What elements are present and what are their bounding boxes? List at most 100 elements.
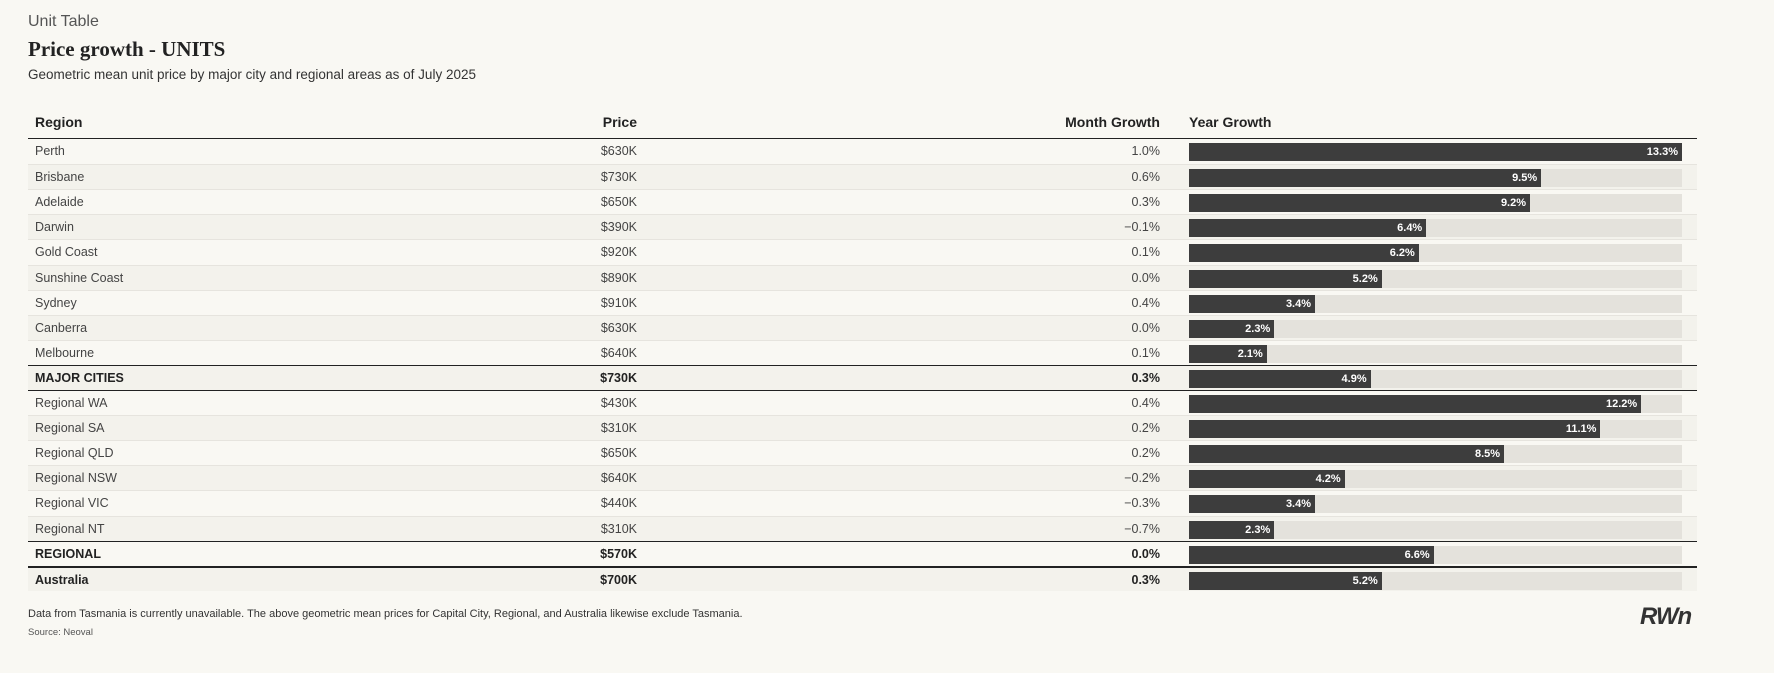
price: $920K xyxy=(600,245,637,260)
year-growth-label: 6.4% xyxy=(1397,222,1423,235)
bar-track xyxy=(1189,344,1682,363)
price: $700K xyxy=(600,572,637,587)
price: $640K xyxy=(600,471,637,486)
table-row: Sunshine Coast $890K 0.0% 5.2% xyxy=(28,264,1697,290)
logo: RWn xyxy=(1640,603,1692,630)
month-growth: 0.0% xyxy=(1131,270,1161,285)
region: Regional QLD xyxy=(35,446,114,461)
year-growth-bar xyxy=(1189,169,1542,188)
table-row: Brisbane $730K 0.6% 9.5% xyxy=(28,164,1697,190)
bar-track xyxy=(1189,520,1682,539)
price: $310K xyxy=(600,421,637,436)
year-growth-bar xyxy=(1189,143,1682,161)
table-row: Regional VIC $440K −0.3% 3.4% xyxy=(28,490,1697,516)
column-header: Month Growth xyxy=(1065,114,1160,130)
year-growth-label: 6.6% xyxy=(1404,548,1430,561)
column-header: Region xyxy=(35,114,83,130)
region: Darwin xyxy=(35,220,74,235)
year-growth-bar xyxy=(1189,495,1316,514)
price: $730K xyxy=(600,170,637,185)
year-growth-bar xyxy=(1189,520,1275,539)
price: $310K xyxy=(600,521,637,536)
title: Price growth - UNITS xyxy=(28,37,226,61)
year-growth-label: 9.5% xyxy=(1512,172,1538,185)
table-row: MAJOR CITIES $730K 0.3% 4.9% xyxy=(28,364,1697,390)
year-growth-label: 8.5% xyxy=(1474,448,1501,461)
year-growth-label: 4.2% xyxy=(1315,473,1341,486)
month-growth: 0.3% xyxy=(1131,195,1161,210)
price: $910K xyxy=(600,295,637,310)
table-row: Darwin $390K −0.1% 6.4% xyxy=(28,214,1697,240)
region: Sydney xyxy=(35,295,77,310)
year-growth-label: 6.2% xyxy=(1389,247,1415,260)
region: Regional SA xyxy=(35,421,105,436)
region: Regional NSW xyxy=(35,471,117,486)
table-row: REGIONAL $570K 0.0% 6.6% xyxy=(28,540,1697,566)
price: $440K xyxy=(600,496,637,511)
header-rule xyxy=(28,138,1697,139)
column-header: Year Growth xyxy=(1189,114,1272,130)
month-growth: 0.3% xyxy=(1131,370,1161,385)
year-growth-label: 2.1% xyxy=(1237,347,1263,360)
month-growth: 0.1% xyxy=(1131,245,1161,260)
month-growth: 0.0% xyxy=(1131,320,1161,335)
month-growth: −0.7% xyxy=(1124,521,1160,536)
year-growth-bar xyxy=(1189,219,1427,238)
region: Adelaide xyxy=(35,195,84,210)
table-row: Gold Coast $920K 0.1% 6.2% xyxy=(28,239,1697,265)
price: $430K xyxy=(600,396,637,410)
month-growth: 0.4% xyxy=(1131,295,1161,310)
month-growth: 0.2% xyxy=(1131,446,1161,461)
table-row: Regional SA $310K 0.2% 11.1% xyxy=(28,415,1697,441)
year-growth-bar xyxy=(1189,571,1382,590)
year-growth-bar xyxy=(1189,369,1371,388)
subtitle: Geometric mean unit price by major city … xyxy=(28,67,476,82)
month-growth: −0.3% xyxy=(1124,496,1160,511)
year-growth-label: 2.3% xyxy=(1245,322,1271,335)
region: Regional NT xyxy=(35,521,105,536)
year-growth-bar xyxy=(1189,470,1345,489)
year-growth-label: 12.2% xyxy=(1606,398,1638,410)
year-growth-bar xyxy=(1189,420,1601,439)
region: Regional VIC xyxy=(35,496,109,511)
region: Australia xyxy=(35,572,89,587)
month-growth: 0.4% xyxy=(1131,396,1161,410)
table-row: Sydney $910K 0.4% 3.4% xyxy=(28,289,1697,315)
year-growth-label: 3.4% xyxy=(1285,498,1312,511)
region: Gold Coast xyxy=(35,245,98,260)
region: MAJOR CITIES xyxy=(35,370,124,385)
year-growth-bar xyxy=(1189,545,1434,564)
month-growth: 0.1% xyxy=(1131,345,1161,360)
footnote: Data from Tasmania is currently unavaila… xyxy=(28,608,743,620)
year-growth-label: 9.2% xyxy=(1500,197,1527,210)
table-row: Melbourne $640K 0.1% 2.1% xyxy=(28,339,1697,365)
month-growth: 0.6% xyxy=(1131,170,1161,185)
month-growth: −0.1% xyxy=(1124,220,1160,235)
month-growth: −0.2% xyxy=(1124,471,1160,486)
year-growth-bar xyxy=(1189,194,1531,213)
region: Perth xyxy=(35,144,65,158)
table-row: Regional NT $310K −0.7% 2.3% xyxy=(28,515,1697,541)
year-growth-bar xyxy=(1189,269,1382,288)
price: $390K xyxy=(600,220,637,235)
year-growth-bar xyxy=(1189,244,1419,263)
table-row: Adelaide $650K 0.3% 9.2% xyxy=(28,189,1697,215)
year-growth-label: 5.2% xyxy=(1352,574,1378,587)
year-growth-bar xyxy=(1189,445,1505,464)
month-growth: 1.0% xyxy=(1131,144,1161,158)
price: $730K xyxy=(600,370,637,385)
year-growth-bar xyxy=(1189,319,1275,338)
year-growth-label: 5.2% xyxy=(1352,272,1378,285)
region: Melbourne xyxy=(35,345,95,360)
table-row: Perth $630K 1.0% 13.3% xyxy=(28,139,1697,164)
column-header: Price xyxy=(602,114,637,130)
price: $890K xyxy=(600,270,637,285)
price: $640K xyxy=(600,345,637,360)
price: $650K xyxy=(600,195,637,210)
year-growth-label: 11.1% xyxy=(1565,423,1597,436)
month-growth: 0.2% xyxy=(1131,421,1161,436)
bar-track xyxy=(1189,319,1682,338)
price: $570K xyxy=(600,546,637,561)
table-row: Regional WA $430K 0.4% 12.2% xyxy=(28,390,1697,415)
